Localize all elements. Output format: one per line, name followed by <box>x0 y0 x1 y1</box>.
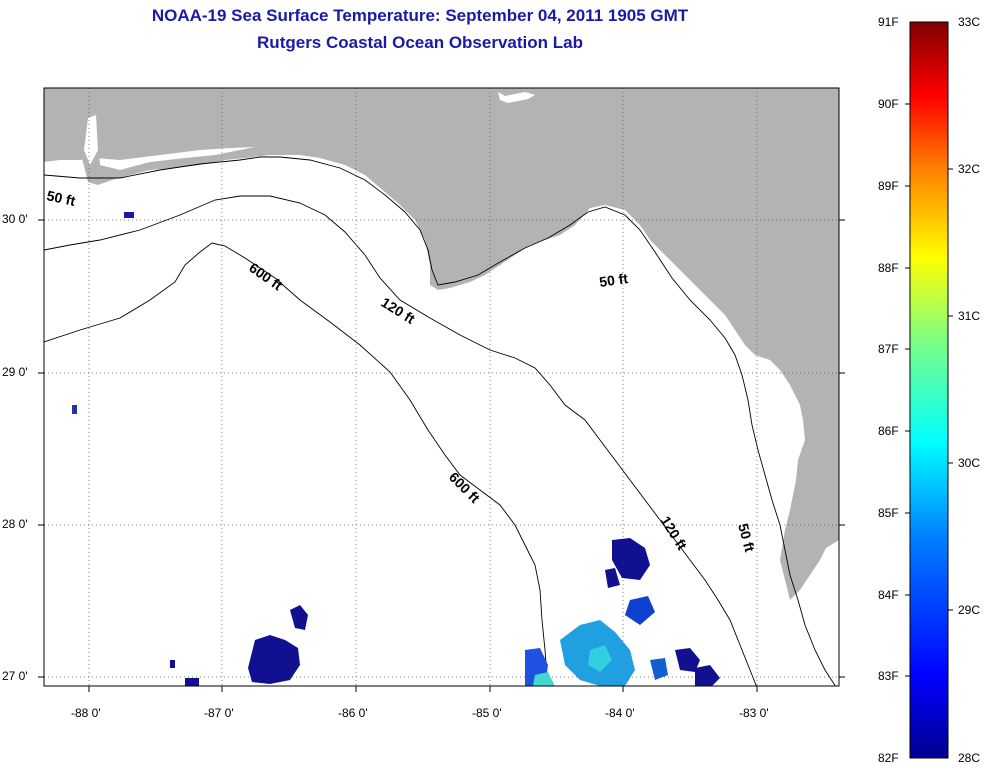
colorbar-f-label: 88F <box>878 261 899 275</box>
lon-tick-label: -88 0' <box>71 706 101 720</box>
lon-tick-label: -85 0' <box>472 706 502 720</box>
lat-tick-label: 27 0' <box>2 669 28 683</box>
colorbar-f-label: 89F <box>878 179 899 193</box>
lon-tick-label: -84 0' <box>605 706 635 720</box>
colorbar-f-label: 83F <box>878 669 899 683</box>
colorbar-f-label: 90F <box>878 97 899 111</box>
colorbar-f-label: 91F <box>878 15 899 29</box>
colorbar-c-label: 30C <box>958 456 981 470</box>
colorbar-f-label: 85F <box>878 506 899 520</box>
contour-label: 50 ft <box>45 187 77 209</box>
colorbar-c-label: 32C <box>958 162 981 176</box>
map-subtitle: Rutgers Coastal Ocean Observation Lab <box>257 33 583 52</box>
colorbar <box>909 21 949 759</box>
colorbar-c-label: 33C <box>958 15 981 29</box>
lon-tick-label: -83 0' <box>739 706 769 720</box>
contour-label: 50 ft <box>598 270 629 290</box>
lon-tick-label: -86 0' <box>338 706 368 720</box>
lat-tick-label: 28 0' <box>2 517 28 531</box>
sst-patches <box>72 212 720 686</box>
colorbar-f-label: 84F <box>878 588 899 602</box>
land-mass <box>44 88 839 600</box>
lon-tick-label: -87 0' <box>204 706 234 720</box>
lat-tick-label: 29 0' <box>2 365 28 379</box>
colorbar-c-label: 28C <box>958 751 981 765</box>
colorbar-c-label: 31C <box>958 309 981 323</box>
map-title: NOAA-19 Sea Surface Temperature: Septemb… <box>151 6 689 25</box>
contour-label: 50 ft <box>735 522 758 554</box>
colorbar-c-label: 29C <box>958 603 981 617</box>
colorbar-f-label: 86F <box>878 424 899 438</box>
lat-tick-label: 30 0' <box>2 212 28 226</box>
colorbar-f-label: 87F <box>878 342 899 356</box>
colorbar-f-label: 82F <box>878 751 899 765</box>
